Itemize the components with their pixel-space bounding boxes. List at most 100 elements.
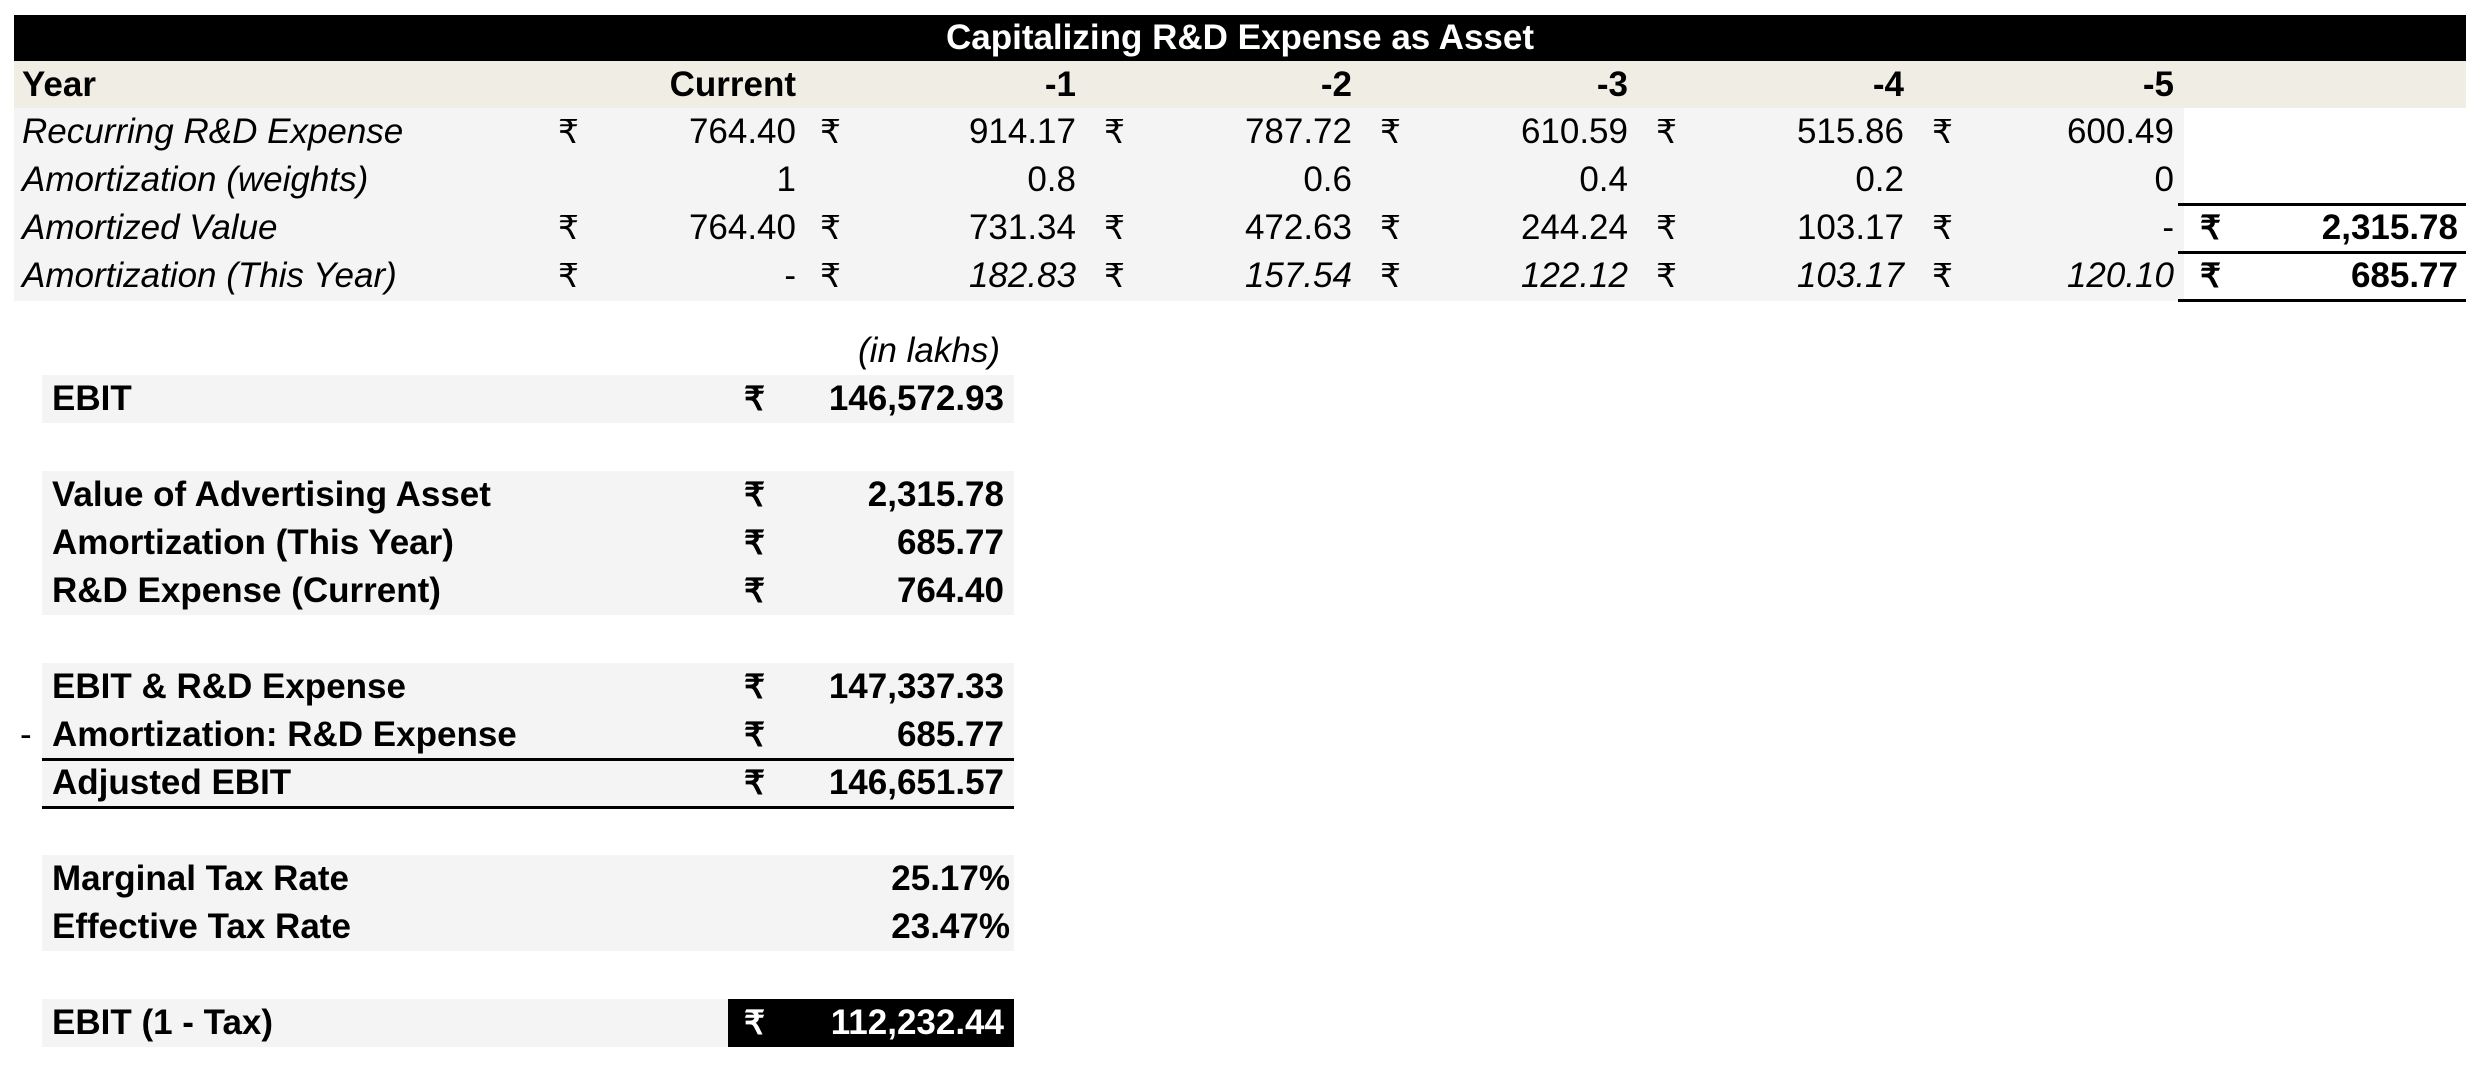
adjusted-ebit-bottom-border xyxy=(42,806,1014,809)
ebit-value: 146,572.93 xyxy=(828,379,1004,418)
year-col-3: -3 xyxy=(1596,65,1628,104)
table-row: Amortization (weights) 1 0.8 0.6 0.4 0.2… xyxy=(14,156,2466,204)
row-label: Amortization (This Year) xyxy=(22,256,397,295)
data-block xyxy=(14,108,2184,301)
row-label: Amortized Value xyxy=(22,208,278,247)
value-cell: 0.4 xyxy=(1579,160,1628,199)
rd-current-value: 764.40 xyxy=(896,571,1004,610)
adjusted-ebit-value: 146,651.57 xyxy=(828,763,1004,802)
effective-tax-value: 23.47% xyxy=(891,907,1010,946)
rupee-icon: ₹ xyxy=(744,476,765,513)
value-cell: 764.40 xyxy=(688,112,796,151)
rupee-icon: ₹ xyxy=(558,257,579,294)
rupee-icon: ₹ xyxy=(744,524,765,561)
adjusted-ebit-label: Adjusted EBIT xyxy=(52,763,292,802)
rupee-icon: ₹ xyxy=(744,668,765,705)
asset-value: 2,315.78 xyxy=(867,475,1004,514)
rupee-icon: ₹ xyxy=(1380,113,1401,150)
amortization-value: 685.77 xyxy=(896,523,1004,562)
total-amortized-value: 2,315.78 xyxy=(2321,208,2458,247)
marginal-tax-label: Marginal Tax Rate xyxy=(52,859,349,898)
value-cell: 0.6 xyxy=(1303,160,1352,199)
minus-sign: - xyxy=(20,715,32,754)
rd-current-label: R&D Expense (Current) xyxy=(52,571,441,610)
value-cell: 731.34 xyxy=(968,208,1076,247)
total-top-border xyxy=(2178,203,2466,206)
rupee-icon: ₹ xyxy=(2200,257,2221,294)
amortization-label: Amortization (This Year) xyxy=(52,523,454,562)
sheet-title: Capitalizing R&D Expense as Asset xyxy=(14,15,2466,61)
value-cell: 764.40 xyxy=(688,208,796,247)
total-bottom-border xyxy=(2178,299,2466,302)
adjusted-ebit-block: EBIT & R&D Expense ₹ 147,337.33 Amortiza… xyxy=(42,663,1014,807)
asset-block: Value of Advertising Asset ₹ 2,315.78 Am… xyxy=(42,471,1014,615)
rupee-icon: ₹ xyxy=(1656,113,1677,150)
value-cell: 0 xyxy=(2154,160,2174,199)
value-cell: 0.2 xyxy=(1855,160,1904,199)
ebit-after-tax-label: EBIT (1 - Tax) xyxy=(52,1003,274,1042)
table-row: Amortized Value ₹ 764.40 ₹ 731.34 ₹ 472.… xyxy=(14,204,2466,252)
row-label: Recurring R&D Expense xyxy=(22,112,404,151)
value-cell: 103.17 xyxy=(1796,256,1904,295)
effective-tax-label: Effective Tax Rate xyxy=(52,907,351,946)
value-cell: 610.59 xyxy=(1520,112,1628,151)
rupee-icon: ₹ xyxy=(820,209,841,246)
ebit-after-tax-value: 112,232.44 xyxy=(830,1003,1004,1042)
rupee-icon: ₹ xyxy=(744,380,765,417)
rupee-icon: ₹ xyxy=(1380,257,1401,294)
ebit-rd-value: 147,337.33 xyxy=(828,667,1004,706)
rupee-icon: ₹ xyxy=(1380,209,1401,246)
value-cell: 244.24 xyxy=(1520,208,1628,247)
year-col-current: Current xyxy=(669,65,796,104)
unit-note: (in lakhs) xyxy=(858,331,1000,370)
tax-block: Marginal Tax Rate 25.17% Effective Tax R… xyxy=(42,855,1014,951)
total-amortization-this-year: 685.77 xyxy=(2350,256,2458,295)
rupee-icon: ₹ xyxy=(744,716,765,753)
year-label: Year xyxy=(22,65,96,104)
amort-rd-value: 685.77 xyxy=(896,715,1004,754)
total-mid-border xyxy=(2178,251,2466,254)
rupee-icon: ₹ xyxy=(1932,113,1953,150)
value-cell: 182.83 xyxy=(968,256,1076,295)
rupee-icon: ₹ xyxy=(1656,257,1677,294)
rupee-icon: ₹ xyxy=(820,113,841,150)
rupee-icon: ₹ xyxy=(1932,209,1953,246)
table-row: Recurring R&D Expense ₹ 764.40 ₹ 914.17 … xyxy=(14,108,2466,156)
rupee-icon: ₹ xyxy=(2200,209,2221,246)
year-col-1: -1 xyxy=(1044,65,1076,104)
ebit-label: EBIT xyxy=(52,379,132,418)
rupee-icon: ₹ xyxy=(1104,113,1125,150)
rupee-icon: ₹ xyxy=(1104,209,1125,246)
value-cell: 120.10 xyxy=(2066,256,2174,295)
value-cell: 0.8 xyxy=(1027,160,1076,199)
value-cell: 515.86 xyxy=(1796,112,1904,151)
value-cell: 103.17 xyxy=(1796,208,1904,247)
rupee-icon: ₹ xyxy=(744,764,765,801)
rupee-icon: ₹ xyxy=(1656,209,1677,246)
adjusted-ebit-top-border xyxy=(42,758,1014,761)
value-cell: 472.63 xyxy=(1244,208,1352,247)
year-col-4: -4 xyxy=(1872,65,1904,104)
value-cell: - xyxy=(784,256,796,295)
row-label: Amortization (weights) xyxy=(22,160,369,199)
year-col-2: -2 xyxy=(1320,65,1352,104)
year-col-5: -5 xyxy=(2142,65,2174,104)
value-cell: 787.72 xyxy=(1244,112,1352,151)
ebit-rd-label: EBIT & R&D Expense xyxy=(52,667,406,706)
rupee-icon: ₹ xyxy=(744,1004,765,1041)
value-cell: 122.12 xyxy=(1520,256,1628,295)
value-cell: 600.49 xyxy=(2066,112,2174,151)
value-cell: 1 xyxy=(776,160,796,199)
marginal-tax-value: 25.17% xyxy=(891,859,1010,898)
table-row: Amortization (This Year) ₹ - ₹ 182.83 ₹ … xyxy=(14,252,2466,300)
value-cell: 914.17 xyxy=(968,112,1076,151)
rupee-icon: ₹ xyxy=(820,257,841,294)
amort-rd-label: Amortization: R&D Expense xyxy=(52,715,517,754)
year-header-row: Year Current -1 -2 -3 -4 -5 xyxy=(14,61,2466,108)
rupee-icon: ₹ xyxy=(558,209,579,246)
rupee-icon: ₹ xyxy=(744,572,765,609)
value-cell: - xyxy=(2162,208,2174,247)
asset-value-label: Value of Advertising Asset xyxy=(52,475,491,514)
value-cell: 157.54 xyxy=(1244,256,1352,295)
rupee-icon: ₹ xyxy=(558,113,579,150)
